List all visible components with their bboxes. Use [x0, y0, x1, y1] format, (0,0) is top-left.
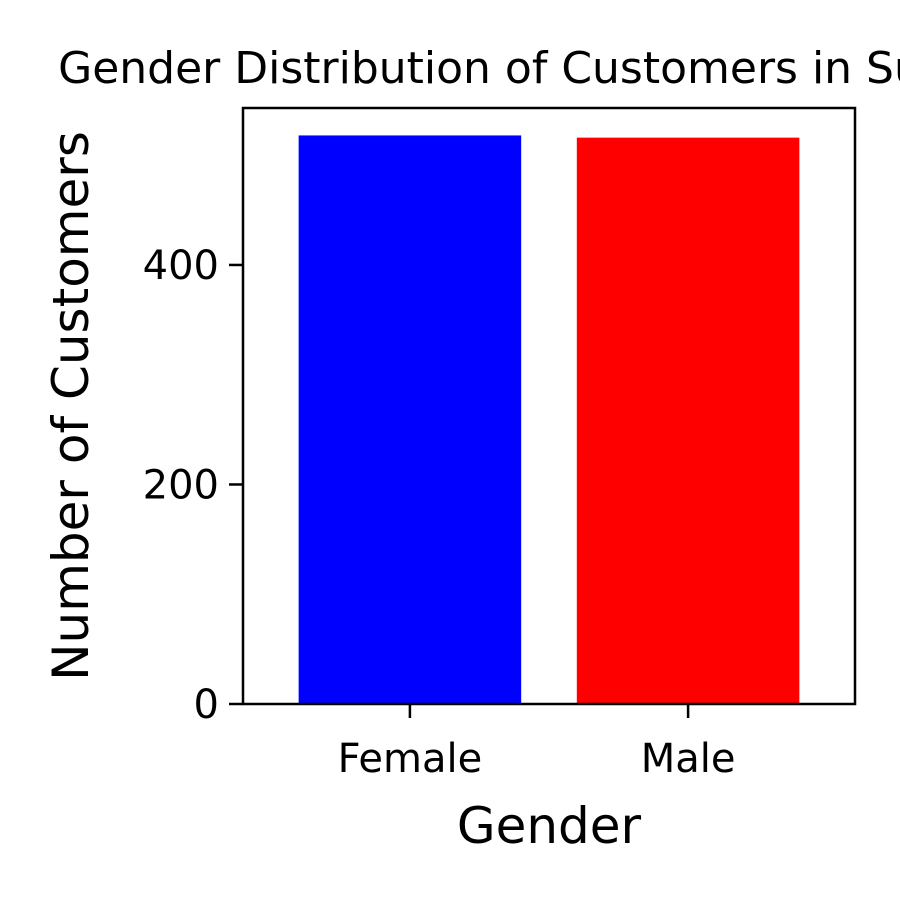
bar-female: [298, 135, 522, 705]
x-axis: Female Male: [338, 704, 736, 782]
plot-frame: [241, 106, 857, 706]
y-axis: 0 200 400: [143, 243, 243, 728]
x-tick-label: Female: [338, 736, 483, 782]
x-tick-label: Male: [641, 736, 736, 782]
x-axis-label: Gender: [457, 797, 642, 855]
chart-title: Gender Distribution of Customers in Su: [58, 43, 900, 94]
y-tick-label: 200: [143, 462, 219, 508]
y-axis-label: Number of Customers: [42, 131, 100, 681]
bar-male: [576, 137, 800, 704]
y-tick-label: 400: [143, 243, 219, 289]
y-tick-label: 0: [194, 682, 219, 728]
